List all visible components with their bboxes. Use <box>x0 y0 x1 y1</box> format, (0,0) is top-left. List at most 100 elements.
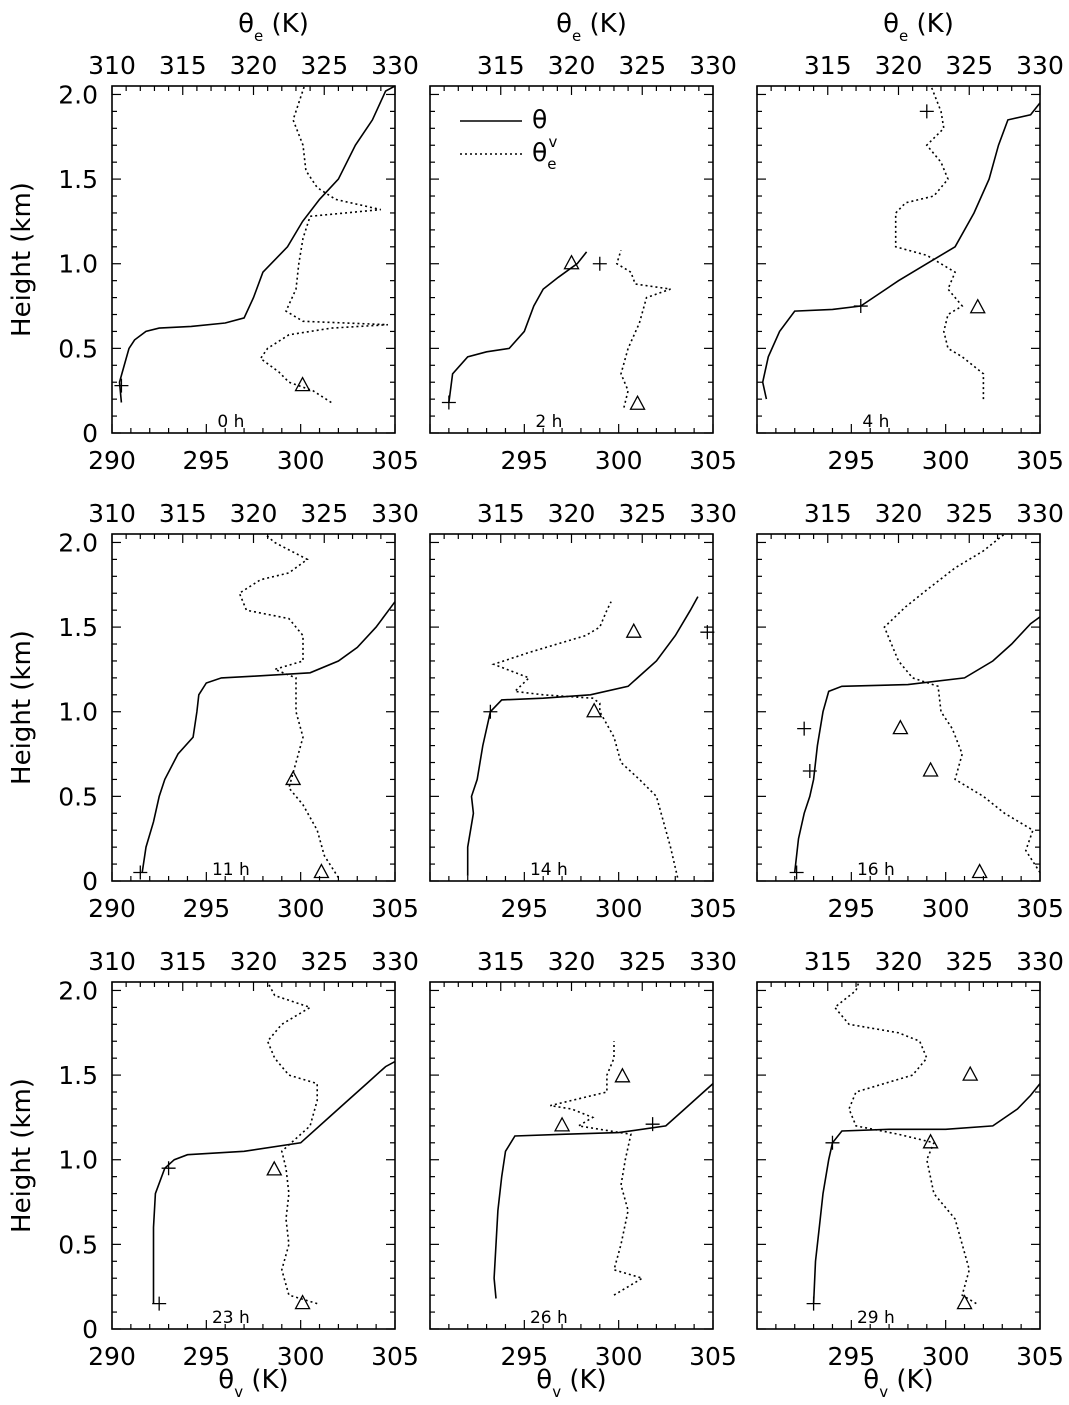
top-tick-label: 325 <box>300 51 348 80</box>
legend-theta-label: θ <box>532 105 547 134</box>
bottom-tick-label: 300 <box>922 446 970 475</box>
panel-16h: 295 300 305 315 320 325 330 16 h <box>756 499 1064 923</box>
series-theta-line <box>812 1083 1041 1304</box>
plus-marker <box>441 395 456 410</box>
triangle-marker <box>956 1294 973 1310</box>
y-tick-label: 2.0 <box>58 80 98 109</box>
bottom-axis-title: θv (K) <box>536 1365 606 1401</box>
triangle-marker <box>625 622 642 638</box>
bottom-tick-label: 295 <box>500 446 548 475</box>
y-tick-label: 1.5 <box>58 1061 98 1090</box>
y-tick-label: 0.5 <box>58 1230 98 1259</box>
top-tick-label: 330 <box>1016 947 1064 976</box>
panel-time-label: 16 h <box>857 860 895 880</box>
plus-marker <box>152 1296 167 1311</box>
triangle-marker <box>285 770 302 786</box>
left-axis-title: Height (km) <box>7 630 37 785</box>
plus-marker <box>789 865 804 880</box>
bottom-tick-label: 300 <box>595 894 643 923</box>
plus-marker <box>853 299 868 314</box>
y-tick-label: 0.5 <box>58 334 98 363</box>
y-tick-label: 0.5 <box>58 782 98 811</box>
top-tick-label: 320 <box>548 51 596 80</box>
panel-time-label: 29 h <box>857 1308 895 1328</box>
bottom-tick-label: 300 <box>277 446 325 475</box>
top-tick-label: 315 <box>477 947 525 976</box>
y-tick-label: 0 <box>82 419 98 448</box>
triangle-marker <box>313 863 330 879</box>
top-tick-label: 310 <box>88 51 136 80</box>
plus-marker <box>806 1296 821 1311</box>
triangle-marker <box>614 1067 631 1083</box>
top-tick-label: 315 <box>804 499 852 528</box>
panel-23h: 0 0.5 1.0 1.5 2.0 290 295 300 305 310 315 320 325 330… <box>58 947 419 1371</box>
bottom-tick-label: 295 <box>827 1342 875 1371</box>
panel-time-label: 4 h <box>862 412 889 432</box>
top-tick-label: 320 <box>875 51 923 80</box>
triangle-marker <box>294 376 311 392</box>
plot-frame <box>756 533 1041 882</box>
bottom-tick-label: 305 <box>1016 894 1064 923</box>
top-tick-label: 330 <box>371 947 419 976</box>
plus-marker <box>802 763 817 778</box>
panel-11h: 0 0.5 1.0 1.5 2.0 290 295 300 305 310 315 320 325 330… <box>58 499 419 923</box>
top-tick-label: 310 <box>88 499 136 528</box>
bottom-tick-label: 300 <box>595 446 643 475</box>
bottom-tick-label: 305 <box>371 1342 419 1371</box>
plus-marker <box>483 704 498 719</box>
y-tick-label: 0 <box>82 867 98 896</box>
plus-marker <box>161 1161 176 1176</box>
panel-time-label: 11 h <box>212 860 250 880</box>
top-tick-label: 315 <box>159 51 207 80</box>
plus-marker <box>797 721 812 736</box>
panel-4h: 295 300 305 315 320 325 330 4 h <box>756 51 1064 475</box>
top-tick-label: 330 <box>689 499 737 528</box>
series-theta-line <box>118 85 396 403</box>
triangle-marker <box>586 702 603 718</box>
bottom-tick-label: 295 <box>182 894 230 923</box>
top-tick-label: 320 <box>875 499 923 528</box>
bottom-tick-label: 295 <box>182 446 230 475</box>
series-theta-e-line <box>259 85 388 404</box>
plus-marker <box>700 625 715 640</box>
series-theta-e-line <box>550 1041 645 1296</box>
bottom-tick-label: 300 <box>922 1342 970 1371</box>
bottom-tick-label: 295 <box>500 1342 548 1371</box>
y-tick-label: 1.0 <box>58 250 98 279</box>
panel-time-label: 23 h <box>212 1308 250 1328</box>
plus-marker <box>133 865 148 880</box>
bottom-tick-label: 305 <box>1016 446 1064 475</box>
plus-marker <box>114 378 129 393</box>
top-tick-label: 315 <box>804 51 852 80</box>
bottom-tick-label: 300 <box>922 894 970 923</box>
plot-frame <box>756 981 1041 1330</box>
panel-26h: 295 300 305 315 320 325 330 26 h <box>429 947 737 1371</box>
series-theta-e-line <box>883 533 1041 873</box>
bottom-tick-label: 295 <box>182 1342 230 1371</box>
series-theta-line <box>793 616 1041 873</box>
bottom-axis-title: θv (K) <box>863 1365 933 1401</box>
plot-frame <box>429 533 714 882</box>
panel-14h: 295 300 305 315 320 325 330 14 h <box>429 499 737 923</box>
y-tick-label: 1.5 <box>58 165 98 194</box>
top-tick-label: 330 <box>1016 499 1064 528</box>
series-theta-line <box>141 601 396 873</box>
bottom-tick-label: 290 <box>88 894 136 923</box>
plus-marker <box>592 256 607 271</box>
triangle-marker <box>892 719 909 735</box>
y-tick-label: 1.5 <box>58 613 98 642</box>
top-tick-label: 310 <box>88 947 136 976</box>
bottom-tick-label: 290 <box>88 1342 136 1371</box>
triangle-marker <box>294 1294 311 1310</box>
triangle-marker <box>266 1160 283 1176</box>
bottom-tick-label: 300 <box>277 894 325 923</box>
series-theta-e-line <box>615 249 671 408</box>
bottom-tick-label: 305 <box>689 1342 737 1371</box>
y-tick-label: 2.0 <box>58 528 98 557</box>
top-tick-label: 330 <box>371 51 419 80</box>
top-tick-label: 330 <box>689 51 737 80</box>
series-theta-line <box>493 1083 714 1299</box>
top-tick-label: 320 <box>230 499 278 528</box>
top-tick-label: 315 <box>477 499 525 528</box>
